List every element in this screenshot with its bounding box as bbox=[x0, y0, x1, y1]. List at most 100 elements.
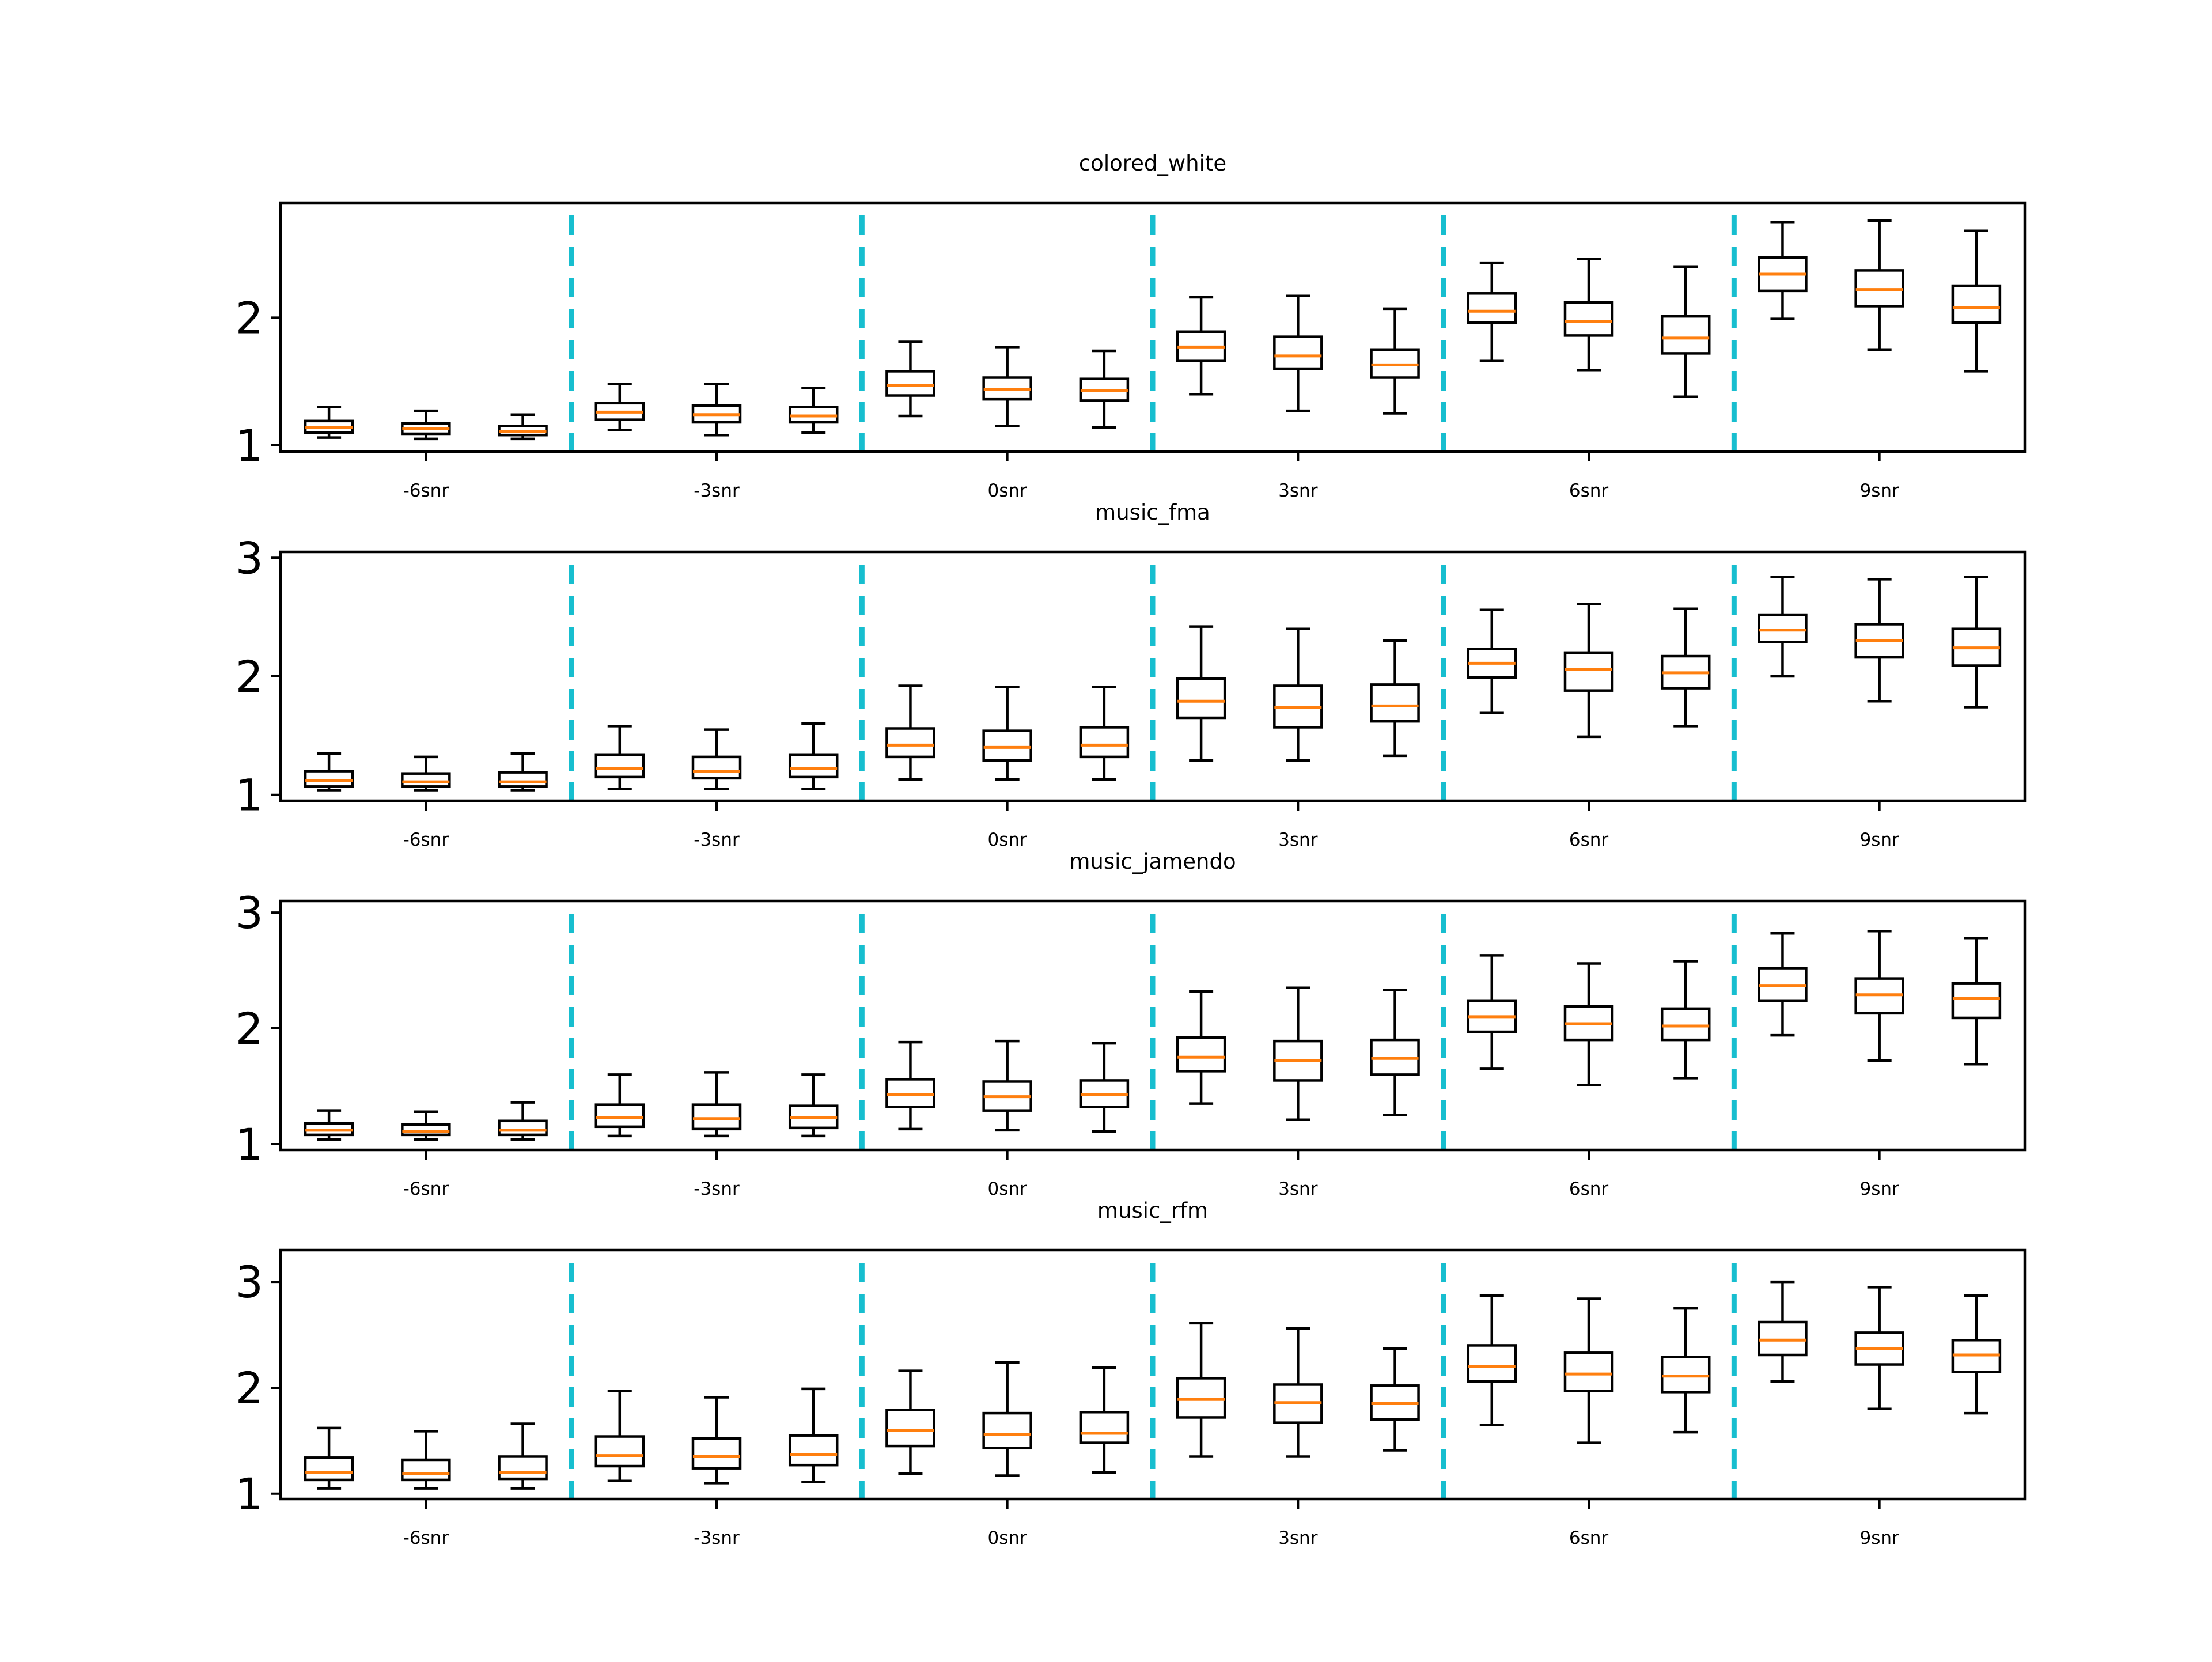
box-iqr bbox=[788, 1434, 839, 1467]
box-9 bbox=[1176, 625, 1226, 762]
box-8 bbox=[1079, 1366, 1130, 1474]
box-11 bbox=[1370, 989, 1420, 1116]
box-12 bbox=[1467, 261, 1517, 362]
box-iqr bbox=[1079, 1411, 1130, 1444]
box-5 bbox=[788, 1073, 839, 1138]
box-6 bbox=[885, 340, 935, 418]
box-iqr bbox=[691, 755, 742, 780]
panel-title: music_fma bbox=[1095, 500, 1210, 525]
box-iqr bbox=[1951, 982, 2002, 1020]
box-10 bbox=[1273, 627, 1323, 762]
box-16 bbox=[1854, 219, 1904, 351]
x-tick-label: -3snr bbox=[694, 1179, 740, 1199]
panel-music_fma: music_fma 1 2 3 -6snr -3snr 0snr 3snr 6snr 9snr bbox=[236, 500, 2027, 850]
axes-frame bbox=[279, 1248, 2027, 1501]
x-tick-label: 0snr bbox=[988, 480, 1028, 501]
box-iqr bbox=[1273, 335, 1323, 370]
box-iqr bbox=[1660, 315, 1711, 355]
panel-music_jamendo: music_jamendo 1 2 3 -6snr -3snr 0snr 3snr 6snr 9s… bbox=[236, 849, 2027, 1199]
box-7 bbox=[982, 346, 1032, 427]
box-iqr bbox=[1079, 726, 1130, 759]
panel-title: colored_white bbox=[1079, 151, 1226, 176]
box-iqr bbox=[982, 1411, 1032, 1450]
x-tick-label: 3snr bbox=[1278, 480, 1318, 501]
box-iqr bbox=[1563, 651, 1614, 692]
box-5 bbox=[788, 1387, 839, 1483]
box-iqr bbox=[594, 1103, 645, 1129]
box-iqr bbox=[498, 1455, 548, 1481]
box-4 bbox=[691, 1071, 742, 1138]
x-tick-label: 3snr bbox=[1278, 1528, 1318, 1549]
x-tick-label: -6snr bbox=[403, 1179, 449, 1199]
box-6 bbox=[885, 1040, 935, 1131]
box-8 bbox=[1079, 1042, 1130, 1133]
box-iqr bbox=[691, 1103, 742, 1131]
box-iqr bbox=[885, 1409, 935, 1448]
box-iqr bbox=[1660, 1356, 1711, 1394]
panel-colored_white: colored_white 1 2 -6snr -3snr 0snr 3snr 6snr 9sn… bbox=[236, 151, 2027, 501]
y-tick-label: 2 bbox=[236, 292, 263, 343]
axes-frame bbox=[279, 201, 2027, 453]
box-9 bbox=[1176, 1322, 1226, 1458]
box-7 bbox=[982, 1361, 1032, 1477]
box-6 bbox=[885, 1369, 935, 1475]
box-iqr bbox=[401, 1123, 451, 1137]
y-tick-label: 2 bbox=[236, 1362, 263, 1414]
box-2 bbox=[498, 752, 548, 792]
x-tick-label: 6snr bbox=[1569, 830, 1609, 850]
box-4 bbox=[691, 728, 742, 790]
box-iqr bbox=[1660, 1007, 1711, 1042]
box-0 bbox=[304, 406, 354, 439]
y-tick-label: 1 bbox=[236, 420, 263, 471]
box-15 bbox=[1758, 575, 1808, 678]
box-12 bbox=[1467, 954, 1517, 1070]
box-iqr bbox=[1563, 1351, 1614, 1392]
y-tick-label: 2 bbox=[236, 1003, 263, 1054]
box-5 bbox=[788, 386, 839, 434]
box-14 bbox=[1660, 1307, 1711, 1434]
box-11 bbox=[1370, 639, 1420, 758]
box-15 bbox=[1758, 220, 1808, 320]
y-tick-label: 3 bbox=[236, 1256, 263, 1308]
y-tick-label: 3 bbox=[236, 532, 263, 584]
box-2 bbox=[498, 413, 548, 441]
box-16 bbox=[1854, 929, 1904, 1062]
box-iqr bbox=[1758, 613, 1808, 643]
box-3 bbox=[594, 1073, 645, 1138]
box-11 bbox=[1370, 307, 1420, 415]
box-13 bbox=[1563, 258, 1614, 372]
box-8 bbox=[1079, 686, 1130, 781]
box-iqr bbox=[401, 1458, 451, 1482]
box-iqr bbox=[304, 1456, 354, 1482]
box-7 bbox=[982, 1039, 1032, 1132]
box-iqr bbox=[885, 727, 935, 759]
box-15 bbox=[1758, 1280, 1808, 1383]
box-13 bbox=[1563, 1297, 1614, 1444]
box-0 bbox=[304, 752, 354, 792]
x-tick-label: -3snr bbox=[694, 480, 740, 501]
box-10 bbox=[1273, 986, 1323, 1122]
box-10 bbox=[1273, 1327, 1323, 1458]
box-1 bbox=[401, 1110, 451, 1141]
box-iqr bbox=[788, 753, 839, 779]
box-15 bbox=[1758, 932, 1808, 1037]
y-tick-label: 3 bbox=[236, 887, 263, 938]
y-tick-label: 1 bbox=[236, 1468, 263, 1520]
box-0 bbox=[304, 1109, 354, 1141]
box-iqr bbox=[401, 772, 451, 788]
box-5 bbox=[788, 722, 839, 790]
box-7 bbox=[982, 686, 1032, 781]
box-9 bbox=[1176, 296, 1226, 396]
axes-frame bbox=[279, 899, 2027, 1152]
panel-title: music_jamendo bbox=[1069, 849, 1236, 874]
x-tick-label: -6snr bbox=[403, 1528, 449, 1549]
box-3 bbox=[594, 725, 645, 790]
y-tick-label: 1 bbox=[236, 1119, 263, 1170]
box-1 bbox=[401, 1430, 451, 1490]
x-tick-label: -3snr bbox=[694, 1528, 740, 1549]
box-2 bbox=[498, 1422, 548, 1490]
box-iqr bbox=[1176, 1036, 1226, 1073]
box-11 bbox=[1370, 1347, 1420, 1452]
